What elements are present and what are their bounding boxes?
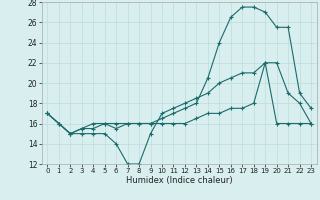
X-axis label: Humidex (Indice chaleur): Humidex (Indice chaleur)	[126, 176, 233, 185]
